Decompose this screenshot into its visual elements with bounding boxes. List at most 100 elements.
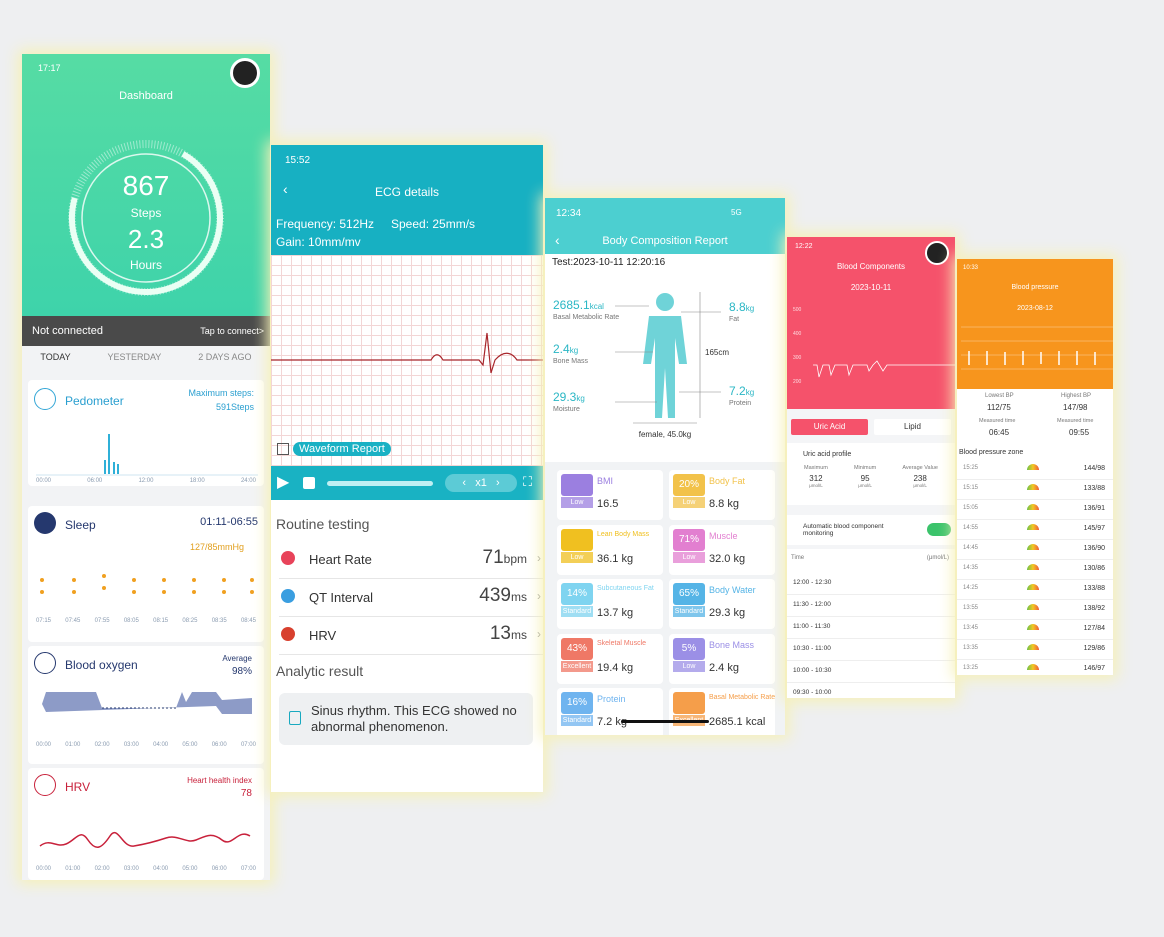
composition-card[interactable]: 14% Standard Subcutaneous Fat 13.7 kg <box>557 579 663 629</box>
home-indicator <box>621 720 709 723</box>
row-unit: bpm <box>503 552 527 566</box>
time-row[interactable]: 10:00 - 10:30 <box>787 661 955 683</box>
waveform-report[interactable]: Waveform Report <box>293 442 391 456</box>
time-row[interactable]: 11:30 - 12:00 <box>787 595 955 617</box>
stat-value: 238 <box>913 474 927 483</box>
screen-title: ECG details <box>374 185 440 199</box>
header: 15:52 ‹ ECG details Frequency: 512Hz Spe… <box>271 145 543 255</box>
fullscreen[interactable]: ⛶ <box>523 474 533 489</box>
axis-label: 08:25 <box>182 618 198 624</box>
bp-time: 15:15 <box>963 485 979 491</box>
tab[interactable]: Uric Acid <box>791 419 868 435</box>
bp-row[interactable]: 15:15 133/88 <box>957 480 1113 500</box>
bp-row[interactable]: 14:35 130/86 <box>957 560 1113 580</box>
stat-label: Highest BP <box>1061 393 1092 399</box>
card-value: 01:11-06:55 <box>200 516 258 528</box>
uric-chart <box>813 360 955 378</box>
shape <box>117 464 119 474</box>
step-chart <box>36 434 258 476</box>
speed-selector[interactable]: ‹ x1 › <box>445 474 517 492</box>
date: 2023-08-12 <box>1017 305 1053 312</box>
day-tab[interactable]: YESTERDAY <box>107 352 162 362</box>
measure-row[interactable]: Heart Rate 71bpm › <box>279 541 543 579</box>
steps-value: 867 <box>122 170 170 201</box>
metric-unit: kg <box>745 388 755 397</box>
bp-row[interactable]: 15:25 144/98 <box>957 460 1113 480</box>
shape <box>250 590 254 594</box>
composition-card[interactable]: 71% Low Muscle 32.0 kg <box>669 524 775 575</box>
day-tab[interactable]: 2 DAYS AGO <box>198 352 252 362</box>
card-value: 19.4 kg <box>597 661 634 674</box>
column-head: (μmol/L) <box>926 555 949 561</box>
time-row[interactable]: 11:00 - 11:30 <box>787 617 955 639</box>
bp-row[interactable]: 13:55 138/92 <box>957 600 1113 620</box>
composition-card[interactable]: 16% Standard Protein 7.2 kg <box>557 688 663 735</box>
toggle[interactable] <box>927 523 951 536</box>
oxygen-card[interactable]: Blood oxygen Average 98% 00:00 01:00 02:00… <box>28 646 264 764</box>
card-value: 16.5 <box>597 498 619 510</box>
progress[interactable] <box>327 481 433 486</box>
bp-row[interactable]: 13:25 146/97 <box>957 660 1113 675</box>
metric: 2.4kg Bone Mass <box>553 340 588 365</box>
connection-bar[interactable]: Not connected Tap to connect> <box>22 316 270 346</box>
composition-card[interactable]: 65% Standard Body Water 29.3 kg <box>669 579 775 629</box>
measure-row[interactable]: QT Interval 439ms › <box>279 579 543 617</box>
bp-row[interactable]: 13:45 127/84 <box>957 620 1113 640</box>
shape <box>72 590 76 594</box>
axis-label: 02:00 <box>94 866 110 872</box>
bp-row[interactable]: 14:45 136/90 <box>957 540 1113 560</box>
bp-row[interactable]: 13:35 129/86 <box>957 640 1113 660</box>
play-button[interactable]: ▶ <box>277 474 290 491</box>
time-row[interactable]: 09:30 - 10:00 <box>787 683 955 698</box>
row-value-group: 13ms <box>490 623 527 645</box>
sleep-card[interactable]: Sleep 01:11-06:55 127/85mmHg 07:15 07:45 0… <box>28 506 264 642</box>
result-box: Sinus rhythm. This ECG showed no abnorma… <box>279 693 533 745</box>
time-row[interactable]: 12:00 - 12:30 <box>787 573 955 595</box>
ecg-wave <box>271 332 543 374</box>
hrv-card[interactable]: HRV Heart health index 78 00:00 01:00 02:0… <box>28 768 264 880</box>
network: 5G <box>731 208 742 217</box>
shape: 07:15 07:45 07:55 08:05 08:15 08:25 08:35 08:45 <box>36 618 256 624</box>
stat: Average Value 238 μmol/L <box>902 465 938 488</box>
tab[interactable]: Lipid <box>874 419 951 435</box>
metric: 8.8kg Fat <box>729 298 754 323</box>
hours-label: Hours <box>129 258 162 272</box>
measure-row[interactable]: HRV 13ms › <box>279 617 543 655</box>
day-tab[interactable]: TODAY <box>40 352 71 362</box>
stat-value: 112/75 <box>987 403 1011 412</box>
composition-card[interactable]: 20% Low Body Fat 8.8 kg <box>669 470 775 520</box>
bp-row[interactable]: 14:55 145/97 <box>957 520 1113 540</box>
y-tick-label: 400 <box>793 331 802 337</box>
time-range: 10:00 - 10:30 <box>793 667 832 674</box>
composition-card[interactable]: Low BMI 16.5 <box>557 470 663 520</box>
card-badge: Standard <box>673 606 705 617</box>
composition-card[interactable]: 43% Excellent Skeletal Muscle 19.4 kg <box>557 633 663 684</box>
camera-button[interactable] <box>230 58 260 88</box>
shape <box>162 578 166 582</box>
row-label: Heart Rate <box>309 552 372 567</box>
header: 12:22 Blood Components 2023-10-11 500 400… <box>787 237 955 409</box>
zone-title: Blood pressure zone <box>959 449 1024 456</box>
dot-chart <box>40 574 254 594</box>
composition-card[interactable]: 5% Low Bone Mass 2.4 kg <box>669 633 775 684</box>
tabs: Uric Acid Lipid <box>791 419 951 435</box>
bp-row[interactable]: 15:05 136/91 <box>957 500 1113 520</box>
camera-button[interactable] <box>925 241 949 265</box>
day-tabs: TODAY YESTERDAY 2 DAYS AGO <box>22 352 270 362</box>
composition-card[interactable]: Low Lean Body Mass 36.1 kg <box>557 524 663 575</box>
card-icon: 43% <box>561 637 593 660</box>
pedometer-card[interactable]: Pedometer Maximum steps: 591Steps 00:00 0… <box>28 380 264 486</box>
bp-time: 13:35 <box>963 645 979 651</box>
bp-row[interactable]: 14:25 133/88 <box>957 580 1113 600</box>
row-value-group: 71bpm <box>483 547 527 569</box>
metric-unit: kg <box>745 304 755 313</box>
back-button[interactable]: ‹ <box>283 181 288 197</box>
stop-button[interactable] <box>303 477 315 489</box>
bp-value: 136/91 <box>1083 505 1105 512</box>
back-button[interactable]: ‹ <box>555 232 560 248</box>
test-time: Test:2023-10-11 12:20:16 <box>552 257 666 268</box>
bp-time: 13:25 <box>963 665 979 671</box>
time-row[interactable]: 10:30 - 11:00 <box>787 639 955 661</box>
card-value: 32.0 kg <box>709 552 746 565</box>
